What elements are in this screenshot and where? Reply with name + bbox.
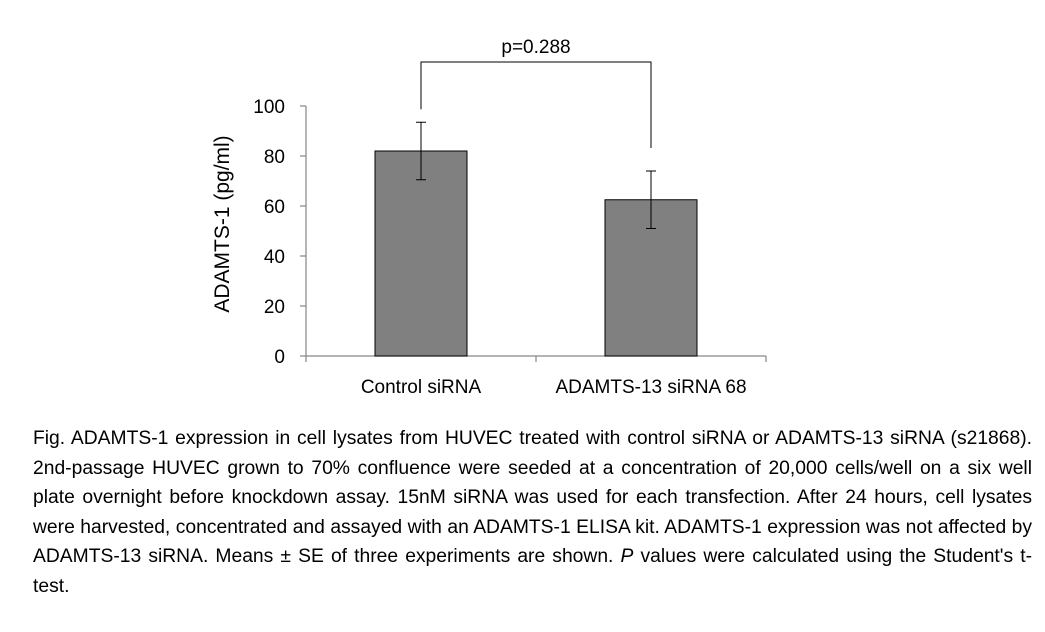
y-tick-label: 20: [264, 297, 285, 318]
x-category-label: Control siRNA: [361, 377, 482, 398]
p-value-label: p=0.288: [501, 37, 570, 58]
bar: [374, 150, 468, 357]
bar-chart: 0 20 40 60 80 100 Control siRNA ADAMTS-13 siRN…: [211, 37, 767, 398]
x-axis: Control siRNA ADAMTS-13 siRNA 68: [305, 355, 767, 398]
caption-text-end: values were calculated using the Student…: [33, 546, 1032, 597]
y-tick-label: 60: [264, 197, 285, 218]
y-axis-label: ADAMTS-1 (pg/ml): [211, 135, 234, 312]
x-category-label: ADAMTS-13 siRNA 68: [555, 377, 746, 398]
y-tick-label: 0: [274, 347, 285, 368]
caption-text: Fig. ADAMTS-1 expression in cell lysates…: [33, 428, 1032, 567]
y-tick-label: 100: [253, 97, 285, 118]
caption-p-italic: P: [620, 546, 634, 567]
figure-caption: Fig. ADAMTS-1 expression in cell lysates…: [33, 424, 1032, 601]
y-tick-label: 80: [264, 147, 285, 168]
significance-bracket-line: [420, 61, 652, 148]
bars: [374, 150, 698, 357]
y-tick-label: 40: [264, 247, 285, 268]
error-bars: [416, 121, 656, 229]
y-axis: 0 20 40 60 80 100: [253, 97, 307, 368]
significance-bracket: p=0.288: [420, 37, 652, 148]
